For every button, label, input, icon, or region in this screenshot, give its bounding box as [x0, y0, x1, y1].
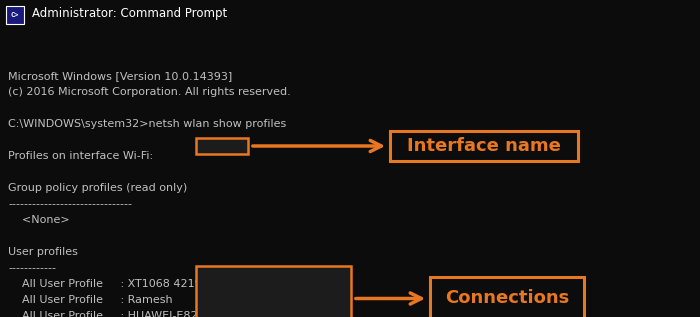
Text: Group policy profiles (read only): Group policy profiles (read only): [8, 183, 188, 193]
Text: All User Profile     : XT1068 4219: All User Profile : XT1068 4219: [8, 279, 202, 289]
Text: Microsoft Windows [Version 10.0.14393]: Microsoft Windows [Version 10.0.14393]: [8, 71, 232, 81]
Text: Profiles on interface Wi-Fi:: Profiles on interface Wi-Fi:: [8, 151, 153, 161]
Text: C:\WINDOWS\system32>netsh wlan show profiles: C:\WINDOWS\system32>netsh wlan show prof…: [8, 119, 286, 129]
Text: All User Profile     : HUAWEI-E8221-a974: All User Profile : HUAWEI-E8221-a974: [8, 311, 244, 317]
Text: User profiles: User profiles: [8, 247, 78, 257]
Text: C>: C>: [10, 12, 20, 18]
FancyBboxPatch shape: [196, 138, 248, 154]
Bar: [6, 6, 24, 24]
Text: Interface name: Interface name: [407, 137, 561, 155]
FancyBboxPatch shape: [390, 131, 578, 161]
Text: -------------------------------: -------------------------------: [8, 199, 132, 209]
Text: (c) 2016 Microsoft Corporation. All rights reserved.: (c) 2016 Microsoft Corporation. All righ…: [8, 87, 290, 97]
Text: ------------: ------------: [8, 263, 56, 273]
FancyBboxPatch shape: [196, 266, 351, 317]
FancyBboxPatch shape: [430, 277, 584, 317]
Text: <None>: <None>: [8, 215, 69, 225]
Text: All User Profile     : Ramesh: All User Profile : Ramesh: [8, 295, 173, 305]
Text: Administrator: Command Prompt: Administrator: Command Prompt: [32, 8, 228, 21]
Text: Connections: Connections: [445, 289, 569, 307]
